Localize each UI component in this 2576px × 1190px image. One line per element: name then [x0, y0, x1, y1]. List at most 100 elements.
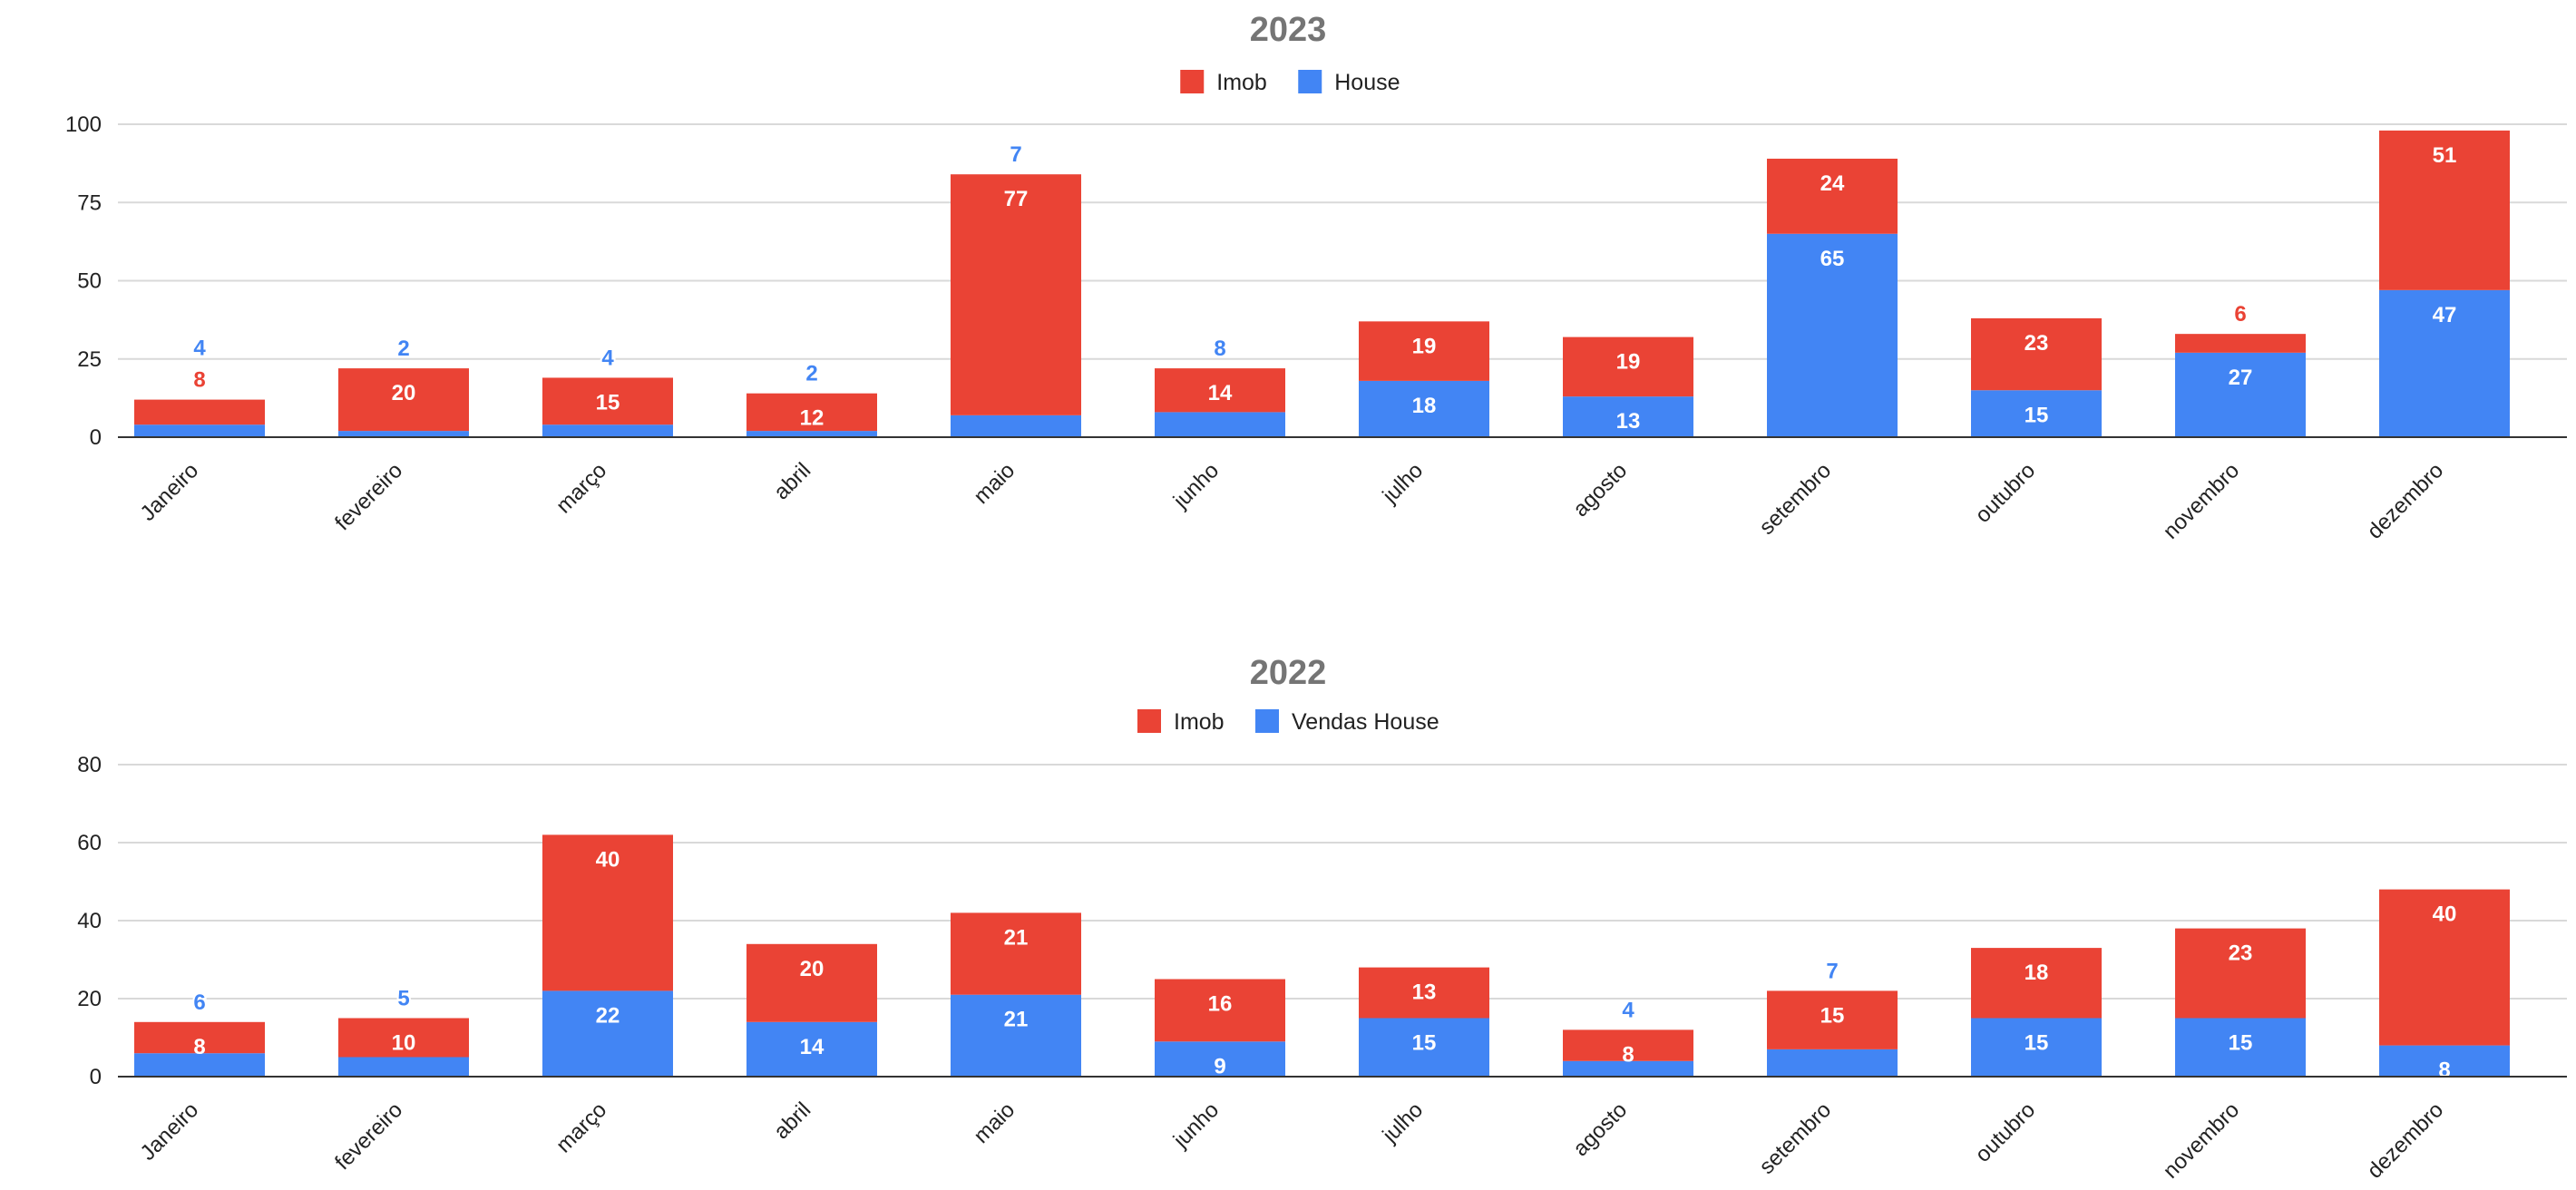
y-gridlines: 0 20 40 60 80: [77, 753, 2567, 1089]
x-tick-label: novembro: [2159, 1097, 2245, 1184]
x-tick-label: fevereiro: [330, 458, 407, 535]
y-tick-label: 25: [77, 347, 102, 372]
data-label-imob: 51: [2433, 143, 2457, 168]
data-label-imob: 8: [193, 1035, 205, 1059]
bar-imob: [2379, 889, 2510, 1046]
bar-imob: [134, 399, 265, 425]
legend: Imob Vendas House: [1137, 709, 1439, 735]
x-tick-label: maio: [969, 1097, 1020, 1148]
data-label-house: 47: [2433, 303, 2457, 327]
data-label-vendas-house: 15: [1412, 1031, 1437, 1056]
bar-vendas-house: [951, 994, 1081, 1077]
y-tick-label: 20: [77, 987, 102, 1011]
legend: Imob House: [1180, 70, 1400, 95]
data-label-imob: 23: [2025, 331, 2049, 356]
data-label-house: 27: [2229, 366, 2253, 390]
data-label-house: 4: [193, 337, 206, 361]
data-label-imob: 19: [1616, 350, 1641, 375]
bar-vendas-house: [1971, 1018, 2102, 1077]
data-label-vendas-house: 4: [1622, 998, 1634, 1022]
bar-imob: [1155, 979, 1285, 1042]
bar-imob: [1155, 368, 1285, 413]
bar-imob: [1767, 990, 1898, 1049]
chart-title: 2023: [1250, 11, 1327, 49]
y-tick-label: 50: [77, 269, 102, 294]
data-label-vendas-house: 15: [2025, 1031, 2049, 1056]
bar-imob: [1359, 967, 1489, 1019]
bar-imob: [1971, 948, 2102, 1019]
data-label-imob: 13: [1412, 980, 1437, 1005]
bar-house: [746, 431, 877, 437]
legend-swatch-imob: [1137, 709, 1161, 733]
data-label-house: 2: [805, 362, 817, 386]
bar-imob: [746, 943, 877, 1022]
bar-vendas-house: [746, 1021, 877, 1077]
data-label-imob: 15: [596, 390, 620, 415]
x-tick-label: dezembro: [2363, 1097, 2449, 1184]
y-tick-label: 80: [77, 753, 102, 777]
data-label-imob: 16: [1208, 992, 1233, 1017]
data-label-imob: 19: [1412, 334, 1437, 358]
y-tick-label: 40: [77, 909, 102, 933]
x-tick-label: setembro: [1754, 1097, 1836, 1179]
bar-vendas-house: [1563, 1060, 1693, 1077]
bar-imob: [1563, 1029, 1693, 1061]
legend-swatch-imob: [1180, 70, 1205, 93]
bar-vendas-house: [542, 990, 673, 1077]
data-label-vendas-house: 15: [2229, 1031, 2253, 1056]
x-tick-label: julho: [1378, 1097, 1429, 1148]
bar-house: [134, 424, 265, 437]
bar-imob: [2175, 334, 2306, 353]
x-tick-label: dezembro: [2363, 458, 2449, 544]
legend-swatch-house: [1298, 70, 1322, 93]
data-label-imob: 14: [1208, 381, 1233, 405]
bar-vendas-house: [134, 1053, 265, 1077]
x-tick-label: Janeiro: [135, 458, 203, 526]
data-label-house: 2: [397, 337, 409, 361]
data-label-imob: 15: [1820, 1003, 1845, 1028]
bar-imob: [2379, 130, 2510, 290]
data-label-house: 15: [2025, 403, 2049, 427]
x-tick-label: junho: [1168, 1097, 1224, 1153]
bar-house: [1767, 233, 1898, 437]
data-label-house: 65: [1820, 247, 1845, 271]
x-tick-label: julho: [1378, 458, 1429, 509]
y-gridlines: 0 25 50 75 100: [65, 112, 2567, 450]
x-tick-label: agosto: [1568, 1097, 1632, 1161]
bar-vendas-house: [1767, 1049, 1898, 1077]
data-label-house: 8: [1214, 337, 1225, 361]
legend-label-imob: Imob: [1174, 709, 1225, 735]
data-label-imob: 8: [1622, 1042, 1634, 1067]
bar-imob: [134, 1021, 265, 1054]
data-label-house: 18: [1412, 394, 1437, 418]
data-label-imob: 20: [392, 381, 416, 405]
bar-house: [1563, 396, 1693, 437]
x-tick-label: outubro: [1971, 1097, 2041, 1167]
bar-house: [542, 424, 673, 437]
bar-imob: [338, 1018, 469, 1058]
data-label-house: 13: [1616, 409, 1641, 434]
data-labels: 8 6 10 5 22 40 14 20 21 21 9 16 15 13 8 4 15 7 15 18 15 23 8 40: [191, 847, 2456, 1082]
bar-house: [2379, 289, 2510, 437]
bar-imob: [951, 174, 1081, 415]
data-label-vendas-house: 22: [596, 1003, 620, 1028]
x-tick-label: fevereiro: [330, 1097, 407, 1175]
y-tick-label: 100: [65, 112, 102, 137]
data-label-vendas-house: 9: [1214, 1054, 1225, 1078]
data-label-imob: 6: [2234, 302, 2246, 327]
x-tick-label: março: [551, 1097, 611, 1157]
bar-house: [2175, 352, 2306, 437]
bar-imob: [542, 834, 673, 991]
x-tick-label: março: [551, 458, 611, 518]
x-tick-label: abril: [769, 458, 815, 504]
bar-imob: [1971, 317, 2102, 391]
x-tick-label: agosto: [1568, 458, 1632, 522]
x-tick-label: maio: [969, 458, 1020, 509]
bar-vendas-house: [1359, 1018, 1489, 1077]
data-label-imob: 18: [2025, 961, 2049, 985]
x-tick-label: junho: [1168, 458, 1224, 513]
bar-imob: [951, 912, 1081, 995]
